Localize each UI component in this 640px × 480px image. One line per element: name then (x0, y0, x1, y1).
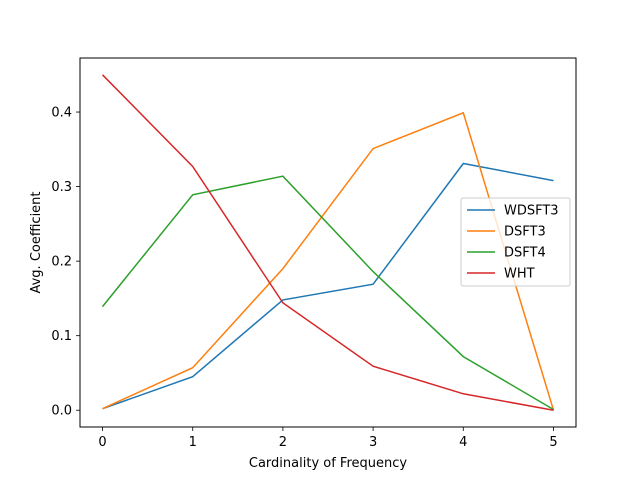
y-tick-label: 0.0 (51, 404, 72, 419)
legend-label-3: WHT (504, 267, 535, 282)
x-tick-label: 1 (189, 435, 197, 450)
x-axis-label: Cardinality of Frequency (249, 456, 408, 471)
x-axis-ticks: 0 1 2 3 4 5 (98, 427, 558, 450)
plot-frame (79, 57, 577, 428)
y-axis-ticks: 0.0 0.1 0.2 0.3 0.4 (51, 106, 80, 419)
legend-label-0: WDSFT3 (504, 204, 559, 219)
x-tick-label: 5 (549, 435, 557, 450)
legend: WDSFT3 DSFT3 DSFT4 WHT (460, 197, 571, 287)
x-tick-label: 0 (98, 435, 106, 450)
series-layer (101, 74, 555, 411)
y-tick-label: 0.2 (51, 255, 72, 270)
y-tick-label: 0.1 (51, 329, 72, 344)
y-tick-label: 0.4 (51, 106, 72, 121)
legend-box (460, 197, 571, 287)
series-line-3 (101, 74, 554, 411)
y-tick-label: 0.3 (51, 180, 72, 195)
x-tick-label: 2 (279, 435, 287, 450)
series-line-2 (101, 175, 554, 411)
legend-label-2: DSFT4 (504, 246, 546, 261)
legend-label-1: DSFT3 (504, 225, 546, 240)
y-axis-label: Avg. Coefficient (29, 191, 44, 293)
x-tick-label: 4 (459, 435, 467, 450)
series-line-1 (102, 111, 555, 411)
x-tick-label: 3 (369, 435, 377, 450)
series-line-0 (102, 162, 554, 410)
